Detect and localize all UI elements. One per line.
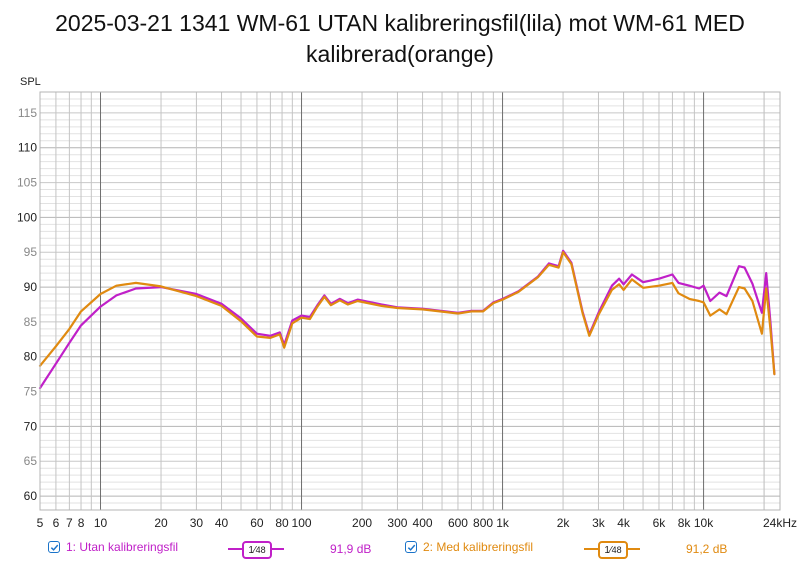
- x-tick-label: 4k: [617, 516, 631, 530]
- x-tick-label: 3k: [592, 516, 606, 530]
- x-tick-label: 8k: [678, 516, 692, 530]
- legend-label-2: 2: Med kalibreringsfil: [423, 540, 534, 554]
- y-tick-label: 85: [24, 315, 38, 329]
- x-tick-label: 30: [190, 516, 204, 530]
- y-tick-label: 100: [17, 210, 37, 224]
- y-tick-label: 105: [17, 176, 37, 190]
- x-tick-label: 800: [473, 516, 493, 530]
- series-line-1: [38, 249, 776, 390]
- y-tick-label: 75: [24, 385, 38, 399]
- chart-title: 2025-03-21 1341 WM-61 UTAN kalibreringsf…: [55, 10, 745, 67]
- x-tick-label: 7: [66, 516, 73, 530]
- y-tick-label: 60: [24, 489, 38, 503]
- frequency-response-plot[interactable]: 60 65 70 75 80 85 90 95 100 105 110 115 5 6 7 8 10 20 30 40…: [0, 0, 800, 540]
- legend-label-1: 1: Utan kalibreringsfil: [66, 540, 179, 554]
- smoothing-label-1: 1⁄48: [242, 541, 272, 559]
- plot-frame: [39, 91, 781, 511]
- x-tick-label: 10k: [694, 516, 714, 530]
- checkmark-icon: [50, 544, 58, 551]
- x-tick-label: 20: [154, 516, 168, 530]
- checkmark-icon: [407, 544, 415, 551]
- x-tick-label: 2k: [557, 516, 571, 530]
- level-value-1: 91,9 dB: [330, 542, 372, 556]
- x-tick-label: 8: [78, 516, 85, 530]
- legend: 1: Utan kalibreringsfil 1⁄48 91,9 dB 2: …: [0, 540, 800, 560]
- smoothing-label-2: 1⁄48: [598, 541, 628, 559]
- axis-ticks: 60 65 70 75 80 85 90 95 100 105 110 115 5 6 7 8 10 20 30 40…: [17, 106, 797, 530]
- x-tick-label: 400: [413, 516, 433, 530]
- x-tick-label: 1k: [496, 516, 510, 530]
- y-tick-label: 115: [18, 106, 37, 120]
- y-tick-label: 110: [18, 141, 37, 155]
- x-tick-label: 24kHz: [763, 516, 797, 530]
- y-tick-label: 95: [24, 245, 38, 259]
- checkbox-series-2[interactable]: [405, 541, 417, 553]
- legend-item-2[interactable]: 2: Med kalibreringsfil: [405, 540, 533, 554]
- x-tick-label: 6: [53, 516, 60, 530]
- checkbox-series-1[interactable]: [48, 541, 60, 553]
- x-tick-label: 300: [387, 516, 407, 530]
- y-axis-label: SPL: [20, 76, 41, 88]
- y-tick-label: 80: [24, 350, 38, 364]
- y-tick-label: 90: [24, 280, 38, 294]
- x-tick-label: 5: [37, 516, 44, 530]
- x-tick-label: 6k: [653, 516, 667, 530]
- x-tick-label: 40: [215, 516, 229, 530]
- x-tick-label: 10: [94, 516, 108, 530]
- x-tick-label: 200: [352, 516, 372, 530]
- grid-lines: [39, 91, 780, 511]
- x-tick-label: 80: [275, 516, 289, 530]
- x-tick-label: 600: [448, 516, 468, 530]
- x-tick-label: 100: [292, 516, 312, 530]
- series-lines: [38, 249, 776, 390]
- y-tick-label: 70: [24, 419, 38, 433]
- legend-item-1[interactable]: 1: Utan kalibreringsfil: [48, 540, 178, 554]
- x-tick-label: 60: [250, 516, 264, 530]
- y-tick-label: 65: [24, 454, 38, 468]
- level-value-2: 91,2 dB: [686, 542, 728, 556]
- series-line-2: [38, 251, 776, 376]
